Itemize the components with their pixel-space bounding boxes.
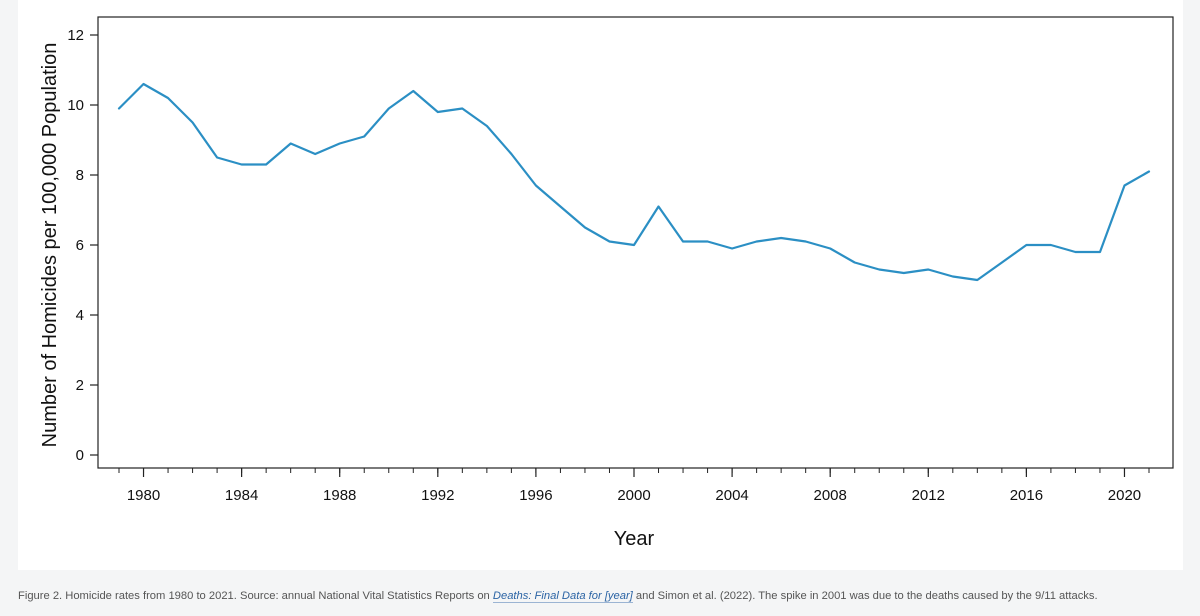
y-tick-label: 8 (76, 167, 84, 184)
x-axis-title: Year (614, 528, 655, 550)
plot-frame (97, 16, 1174, 469)
homicide-rate-line-chart: 0 2 4 6 8 10 12 1980 1984 1988 1992 1996 2000 2004 20… (39, 16, 1174, 550)
x-tick-label: 1984 (225, 487, 258, 504)
x-tick-label: 2004 (715, 487, 748, 504)
y-tick-label: 10 (67, 97, 84, 114)
caption-link[interactable]: Deaths: Final Data for [year] (492, 590, 633, 603)
y-tick-label: 0 (76, 447, 84, 464)
x-tick-label: 2020 (1108, 487, 1141, 504)
x-tick-label: 2000 (617, 487, 650, 504)
y-tick-label: 4 (76, 307, 84, 324)
caption-suffix: and Simon et al. (2022). The spike in 20… (632, 590, 1098, 602)
y-tick-label: 6 (76, 237, 84, 254)
x-tick-label: 1992 (421, 487, 454, 504)
chart-card: 0 2 4 6 8 10 12 1980 1984 1988 1992 1996 2000 2004 20… (18, 0, 1183, 570)
y-axis-title: Number of Homicides per 100,000 Populati… (39, 43, 61, 448)
caption-prefix: Figure 2. Homicide rates from 1980 to 20… (18, 590, 493, 602)
x-tick-label: 1996 (519, 487, 552, 504)
y-tick-label: 2 (76, 377, 84, 394)
x-tick-label: 2012 (912, 487, 945, 504)
series-line-homicide-rate (117, 82, 1151, 282)
x-tick-label: 1988 (323, 487, 356, 504)
x-tick-label: 2008 (814, 487, 847, 504)
x-tick-label: 2016 (1010, 487, 1043, 504)
y-tick-label: 12 (67, 27, 84, 44)
x-tick-label: 1980 (127, 487, 160, 504)
figure-caption: Figure 2. Homicide rates from 1980 to 20… (18, 590, 1188, 603)
